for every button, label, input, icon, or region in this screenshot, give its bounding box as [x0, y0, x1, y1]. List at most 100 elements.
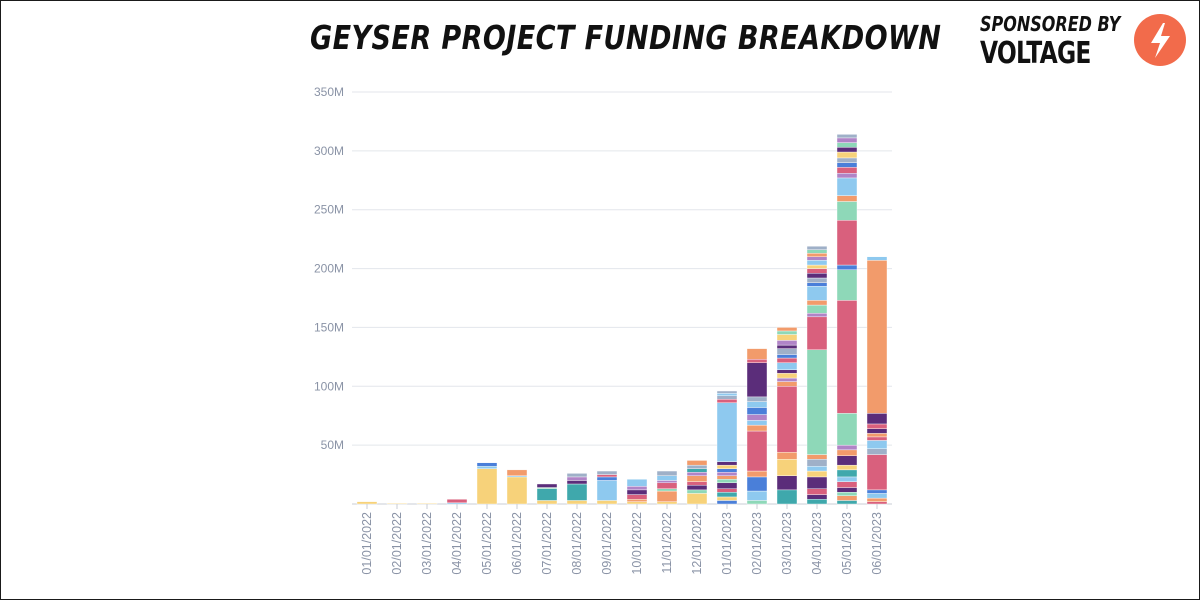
- x-tick-label: 03/01/2022: [420, 512, 434, 575]
- x-tick-label: 07/01/2022: [540, 512, 554, 575]
- bar-segment: [806, 304, 828, 314]
- bar-segment: [716, 500, 738, 505]
- bar-segment: [776, 475, 798, 491]
- bar-segment: [806, 466, 828, 472]
- bar-segment: [776, 357, 798, 363]
- bar-segment: [716, 464, 738, 469]
- x-tick-label: 09/01/2022: [600, 512, 614, 575]
- y-tick-label: 250M: [314, 203, 344, 217]
- bar-segment: [836, 134, 858, 139]
- bar-segment: [746, 424, 768, 432]
- bar-segment: [686, 460, 708, 466]
- bar-segment: [416, 503, 438, 505]
- bar-segment: [746, 420, 768, 426]
- x-tick-label: 08/01/2022: [570, 512, 584, 575]
- bar-segment: [716, 399, 738, 403]
- x-tick-label: 06/01/2023: [870, 512, 884, 575]
- bar-segment: [716, 402, 738, 462]
- bar-segment: [806, 268, 828, 274]
- bar-segment: [776, 334, 798, 341]
- bar-segment: [386, 503, 408, 505]
- bar-segment: [746, 430, 768, 472]
- y-tick-label: 300M: [314, 144, 344, 158]
- x-tick-label: 04/01/2022: [450, 512, 464, 575]
- bar-segment: [746, 490, 768, 501]
- bar-segment: [836, 147, 858, 153]
- x-tick-label: 04/01/2023: [810, 512, 824, 575]
- x-tick-label: 05/01/2022: [480, 512, 494, 575]
- y-tick-label: 150M: [314, 320, 344, 334]
- chart-title: GEYSER PROJECT FUNDING BREAKDOWN: [310, 18, 942, 57]
- bar-segment: [866, 433, 888, 438]
- bar-segment: [716, 393, 738, 396]
- bar-segment: [776, 369, 798, 374]
- bar-segment: [596, 470, 618, 475]
- bar-segment: [836, 300, 858, 414]
- y-tick-label: 50M: [321, 438, 344, 452]
- bar-segment: [776, 373, 798, 379]
- bar-segment: [716, 475, 738, 480]
- bar-segment: [836, 157, 858, 163]
- bar-segment: [866, 428, 888, 434]
- bar-segment: [476, 468, 498, 505]
- bar-segment: [686, 481, 708, 486]
- x-tick-label: 10/01/2022: [630, 512, 644, 575]
- bar-segment: [776, 330, 798, 335]
- bar-segment: [626, 499, 648, 502]
- bar-segment: [866, 423, 888, 429]
- bar-segment: [356, 501, 378, 505]
- bar-segment: [866, 440, 888, 449]
- bar-segment: [596, 474, 618, 478]
- bar-segment: [506, 469, 528, 476]
- bar-segment: [536, 500, 558, 505]
- bar-segment: [836, 137, 858, 143]
- bar-segment: [746, 470, 768, 478]
- bar-segment: [446, 499, 468, 504]
- bar-segment: [836, 476, 858, 482]
- bar-segment: [686, 464, 708, 469]
- bar-segment: [806, 470, 828, 478]
- bar-segment: [806, 260, 828, 266]
- y-tick-label: 100M: [314, 379, 344, 393]
- bar-segment: [866, 413, 888, 425]
- bar-segment: [566, 480, 588, 485]
- bar-segment: [596, 476, 618, 481]
- bar-segment: [866, 448, 888, 455]
- x-tick-label: 03/01/2023: [780, 512, 794, 575]
- bar-segment: [746, 401, 768, 408]
- bar-segment: [656, 475, 678, 481]
- bar-segment: [836, 444, 858, 451]
- x-tick-label: 02/01/2023: [750, 512, 764, 575]
- bar-segment: [836, 201, 858, 221]
- bar-segment: [746, 476, 768, 492]
- bar-segment: [806, 349, 828, 455]
- bar-segment: [806, 488, 828, 495]
- bar-segment: [776, 489, 798, 505]
- bar-segment: [656, 482, 678, 489]
- bar-segment: [746, 348, 768, 360]
- x-tick-label: 05/01/2023: [840, 512, 854, 575]
- bar-segment: [746, 500, 768, 505]
- bar-segment: [806, 494, 828, 500]
- bar-segment: [566, 500, 588, 505]
- bar-segment: [746, 414, 768, 421]
- bar-segment: [716, 461, 738, 466]
- bar-segment: [776, 348, 798, 355]
- y-tick-label: 200M: [314, 262, 344, 276]
- x-tick-label: 02/01/2022: [390, 512, 404, 575]
- bar-segment: [836, 151, 858, 159]
- bar-segment: [806, 264, 828, 269]
- bar-segment: [806, 273, 828, 279]
- bar-segment: [536, 483, 558, 488]
- bar-segment: [806, 459, 828, 467]
- bar-segment: [866, 454, 888, 491]
- x-tick-label: 06/01/2022: [510, 512, 524, 575]
- bar-segment: [836, 481, 858, 488]
- bar-segment: [686, 468, 708, 473]
- bar-segment: [806, 454, 828, 460]
- bar-segment: [656, 470, 678, 476]
- chart-svg: 350M 300M 250M 200M 150M 100M 50M 01/01/2022 02/…: [314, 85, 892, 575]
- bar-segment: [836, 264, 858, 270]
- bar-segment: [776, 340, 798, 346]
- bar-segment: [566, 476, 588, 481]
